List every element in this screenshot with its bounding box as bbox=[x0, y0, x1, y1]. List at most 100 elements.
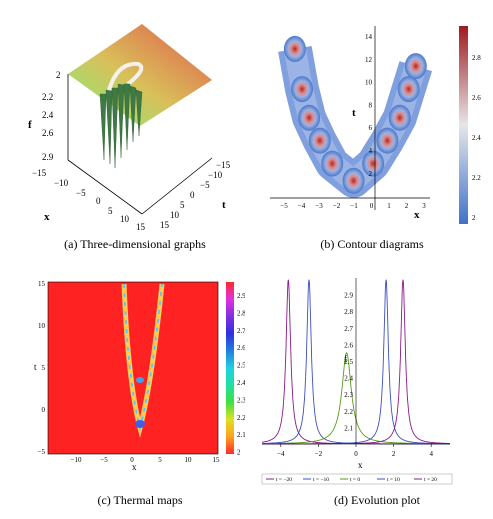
x-axis-label: x bbox=[414, 209, 420, 221]
colorbar-tick: 2.1 bbox=[237, 431, 245, 439]
f-tick: 2.2 bbox=[42, 92, 53, 102]
t-tick: 0 bbox=[42, 406, 46, 414]
colorbar-tick: 2.2 bbox=[237, 414, 245, 422]
t-tick: 14 bbox=[365, 33, 373, 41]
x-tick: 2 bbox=[405, 202, 409, 210]
contour-peak bbox=[376, 127, 399, 154]
colorbar bbox=[226, 282, 234, 454]
x-tick: −5 bbox=[76, 188, 86, 198]
colorbar-tick: 2.4 bbox=[472, 134, 481, 142]
panel-c-thermal: −10 −5 0 5 10 15 15 10 5 0 −5 x t 2.9 2.8 2.7 2.6 2.5… bbox=[34, 280, 245, 472]
y-tick: 2.5 bbox=[344, 358, 353, 366]
x-axis-label: x bbox=[358, 460, 363, 470]
x-tick: −1 bbox=[350, 202, 358, 210]
legend-label: t = 20 bbox=[424, 477, 437, 483]
contour-blobs bbox=[278, 35, 433, 198]
y-tick: 2.6 bbox=[344, 341, 353, 349]
t-tick: 12 bbox=[365, 56, 373, 64]
x-tick: −4 bbox=[298, 202, 306, 210]
thermal-field bbox=[47, 281, 219, 455]
x-tick: 10 bbox=[185, 456, 193, 464]
t-tick: −10 bbox=[208, 170, 223, 180]
x-tick: −2 bbox=[315, 450, 323, 458]
contour-peak bbox=[308, 127, 331, 154]
y-tick: 2.1 bbox=[344, 424, 353, 432]
colorbar bbox=[459, 26, 468, 224]
colorbar-tick: 2 bbox=[472, 214, 476, 222]
x-tick: −2 bbox=[333, 202, 341, 210]
t-tick: 10 bbox=[365, 79, 373, 87]
f-tick: 2.6 bbox=[42, 128, 54, 138]
x-tick: −5 bbox=[280, 202, 288, 210]
x-tick: 15 bbox=[213, 456, 221, 464]
t-tick: 0 bbox=[190, 190, 195, 200]
colorbar-tick: 2.5 bbox=[237, 362, 245, 370]
f-tick: 2 bbox=[56, 70, 61, 80]
t-axis-label: t bbox=[222, 199, 226, 211]
y-tick: 2.4 bbox=[344, 375, 353, 383]
surface-spikes bbox=[99, 83, 143, 169]
t-axis-label: t bbox=[34, 362, 37, 372]
x-tick: 0 bbox=[354, 450, 358, 458]
contour-peak bbox=[362, 150, 385, 177]
contour-peak bbox=[283, 35, 306, 62]
t-tick: 5 bbox=[180, 200, 185, 210]
caption-d: (d) Evolution plot bbox=[334, 493, 420, 507]
x-tick: 0 bbox=[370, 202, 374, 210]
t-tick: 15 bbox=[160, 220, 170, 230]
t-tick: 6 bbox=[369, 124, 373, 132]
t-tick: 15 bbox=[38, 280, 46, 288]
contour-peak bbox=[298, 104, 321, 131]
caption-a: (a) Three-dimensional graphs bbox=[64, 237, 206, 251]
y-tick: 2.7 bbox=[344, 325, 353, 333]
legend-box bbox=[261, 473, 453, 485]
x-tick: 4 bbox=[429, 450, 433, 458]
x-tick: 1 bbox=[387, 202, 391, 210]
x-axis-label: x bbox=[132, 462, 137, 472]
colorbar-tick: 2.3 bbox=[237, 396, 245, 404]
contour-peak bbox=[397, 76, 420, 103]
contour-peak bbox=[291, 76, 313, 103]
colorbar-tick: 2.8 bbox=[472, 54, 481, 62]
colorbar-tick: 2 bbox=[237, 449, 241, 457]
contour-peak bbox=[321, 150, 344, 177]
contour-peak bbox=[388, 104, 411, 131]
legend-label: t = −10 bbox=[313, 477, 329, 483]
legend-label: t = 10 bbox=[387, 477, 400, 483]
x-tick: 15 bbox=[136, 222, 146, 232]
caption-b: (b) Contour diagrams bbox=[320, 237, 424, 251]
caption-c: (c) Thermal maps bbox=[97, 493, 183, 507]
panel-d-evolution-chart: −4 −2 0 2 4 2.9 2.8 2.7 2.6 2.5 2.4 2.3 2.2 2.1 x f t… bbox=[261, 278, 453, 485]
y-axis-label: f bbox=[344, 354, 347, 364]
t-axis-label: t bbox=[352, 107, 356, 119]
legend-label: t = −20 bbox=[276, 477, 292, 483]
surface-arc bbox=[106, 61, 144, 95]
y-tick: 2.8 bbox=[344, 308, 353, 316]
t-tick: −15 bbox=[216, 160, 231, 170]
y-tick: 2.3 bbox=[344, 391, 353, 399]
colorbar-tick: 2.4 bbox=[237, 379, 245, 387]
x-tick: 3 bbox=[422, 202, 426, 210]
f-tick: 2.4 bbox=[42, 110, 54, 120]
colorbar-tick: 2.6 bbox=[237, 344, 245, 352]
x-tick: 5 bbox=[158, 456, 162, 464]
t-tick: 8 bbox=[369, 101, 373, 109]
t-tick: 10 bbox=[170, 210, 180, 220]
legend-label: t = 0 bbox=[350, 477, 360, 483]
colorbar-tick: 2.2 bbox=[472, 174, 481, 182]
colorbar-tick: 2.8 bbox=[237, 309, 245, 317]
x-tick: 5 bbox=[108, 206, 113, 216]
colorbar-tick: 2.9 bbox=[237, 292, 245, 300]
panel-a-3d-surface: 2 2.2 2.4 2.6 2.9 f −15 −10 −5 0 5 10 15… bbox=[28, 24, 231, 232]
colorbar-tick: 2.6 bbox=[472, 94, 481, 102]
x-tick: −10 bbox=[71, 456, 82, 464]
x-tick: −5 bbox=[100, 456, 108, 464]
x-tick: 0 bbox=[96, 196, 101, 206]
colorbar-tick: 2.7 bbox=[237, 327, 245, 335]
x-tick: −3 bbox=[315, 202, 323, 210]
x-tick: 2 bbox=[392, 450, 396, 458]
contour-peak bbox=[342, 167, 365, 194]
x-tick: 10 bbox=[120, 214, 130, 224]
t-tick: 10 bbox=[38, 322, 46, 330]
